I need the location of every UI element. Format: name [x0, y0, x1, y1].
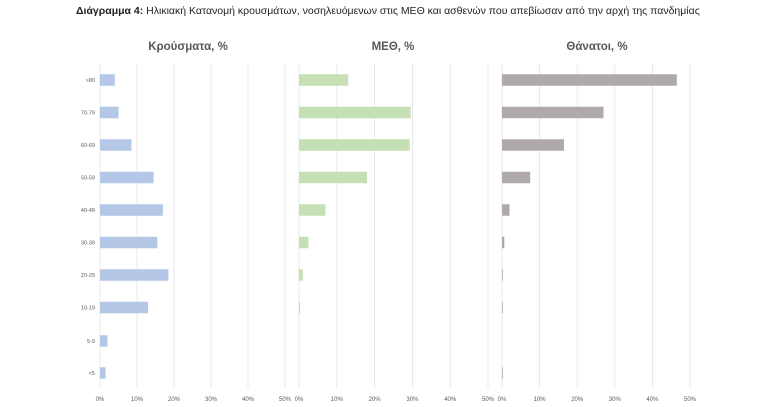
x-tick-label: 20% — [168, 397, 181, 403]
x-tick-label: 50% — [279, 397, 292, 403]
category-label: >80 — [86, 78, 95, 84]
bar — [502, 204, 510, 216]
bar — [100, 74, 115, 86]
x-tick-label: 40% — [444, 397, 457, 403]
category-label: 40-49 — [81, 208, 95, 214]
bar — [299, 301, 301, 314]
bar — [502, 301, 503, 314]
bar — [100, 204, 163, 216]
bar — [299, 269, 303, 281]
category-label: 50-59 — [81, 176, 95, 182]
x-tick-label: 10% — [131, 397, 144, 403]
x-tick-label: 30% — [609, 397, 622, 403]
panel-title: ΜΕΘ, % — [372, 41, 415, 53]
category-label: 20-29 — [81, 273, 95, 279]
bar — [100, 171, 154, 184]
bar — [299, 106, 411, 119]
bar — [299, 171, 368, 184]
bar — [100, 269, 169, 281]
x-tick-label: 0% — [96, 397, 105, 403]
bar — [299, 74, 349, 86]
figure-caption: Διάγραμμα 4: Ηλικιακή Κατανομή κρουσμάτω… — [76, 5, 700, 17]
bar — [502, 171, 531, 184]
category-label: 5-9 — [87, 339, 95, 345]
x-tick-label: 50% — [684, 397, 697, 403]
x-tick-label: 30% — [205, 397, 218, 403]
x-tick-label: 0% — [295, 397, 304, 403]
bar — [502, 367, 503, 379]
x-tick-label: 10% — [534, 397, 547, 403]
bar — [502, 236, 505, 249]
x-tick-label: 0% — [498, 397, 507, 403]
bar — [502, 106, 604, 119]
category-label: 30-39 — [81, 241, 95, 247]
panel-title: Κρούσματα, % — [148, 41, 228, 53]
x-tick-label: 10% — [331, 397, 344, 403]
x-tick-label: 20% — [369, 397, 382, 403]
panel-title: Θάνατοι, % — [566, 41, 627, 53]
category-label: 60-69 — [81, 143, 95, 149]
x-tick-label: 40% — [242, 397, 255, 403]
bar — [100, 106, 119, 119]
x-tick-label: 30% — [406, 397, 419, 403]
category-label: 10-19 — [81, 306, 95, 312]
caption-text: Ηλικιακή Κατανομή κρουσμάτων, νοσηλευόμε… — [143, 5, 700, 17]
category-label: <5 — [89, 371, 95, 377]
x-tick-label: 40% — [646, 397, 659, 403]
bar — [100, 139, 132, 151]
bar — [100, 301, 149, 314]
x-tick-label: 50% — [482, 397, 495, 403]
bar — [502, 74, 677, 86]
bar — [100, 367, 106, 379]
bar — [502, 269, 503, 281]
x-tick-label: 20% — [571, 397, 584, 403]
bar — [299, 204, 326, 216]
bar — [502, 139, 565, 151]
bar — [299, 236, 309, 249]
bar — [299, 139, 410, 151]
bar — [100, 236, 158, 249]
category-label: 70-79 — [81, 111, 95, 117]
caption-label: Διάγραμμα 4: — [76, 5, 144, 17]
bar — [100, 335, 108, 347]
